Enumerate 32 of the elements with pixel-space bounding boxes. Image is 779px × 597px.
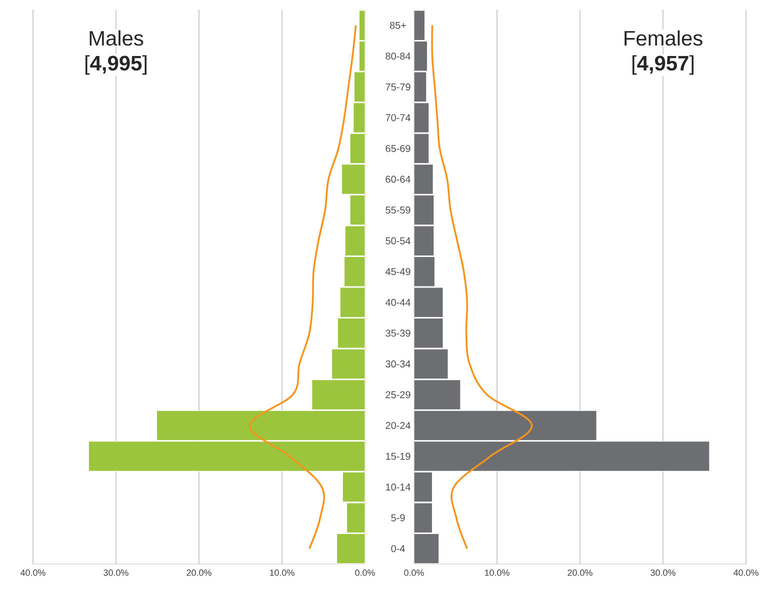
y-tick-label: 25-29 bbox=[386, 391, 410, 398]
x-tick-label: 10.0% bbox=[484, 570, 510, 576]
x-tick-label: 30.0% bbox=[650, 570, 676, 576]
y-tick-label: 75-79 bbox=[386, 83, 410, 90]
y-tick-label: 80-84 bbox=[386, 52, 410, 60]
y-tick-label: 20-24 bbox=[386, 422, 410, 430]
x-tick-label: 0.0% bbox=[355, 570, 375, 576]
y-tick-label: 85+ bbox=[390, 22, 406, 29]
x-tick-label: 40.0% bbox=[733, 570, 758, 576]
y-tick-label: 45-49 bbox=[386, 268, 410, 276]
y-tick-label: 70-74 bbox=[386, 114, 410, 122]
y-tick-label: 65-69 bbox=[386, 144, 410, 152]
y-tick-label: 55-59 bbox=[386, 206, 410, 214]
text: [4,957] bbox=[632, 55, 694, 75]
y-tick-label: 35-39 bbox=[386, 330, 410, 337]
text: [4,995] bbox=[85, 55, 147, 75]
y-tick-label: 30-34 bbox=[386, 360, 410, 368]
text: Females bbox=[624, 30, 702, 46]
x-tick-label: 30.0% bbox=[104, 570, 128, 576]
y-tick-label: 10-14 bbox=[386, 484, 410, 491]
y-tick-label: 40-44 bbox=[386, 298, 410, 306]
x-tick-label: 20.0% bbox=[186, 570, 212, 576]
y-tick-label: 60-64 bbox=[386, 176, 410, 183]
y-tick-label: 50-54 bbox=[386, 237, 410, 244]
x-tick-label: 10.0% bbox=[270, 570, 294, 576]
y-tick-label: 0-4 bbox=[391, 545, 405, 552]
text: Males bbox=[90, 30, 144, 46]
x-tick-label: 0.0% bbox=[404, 570, 424, 576]
y-tick-label: 15-19 bbox=[386, 452, 410, 460]
y-tick-label: 5-9 bbox=[391, 514, 405, 522]
x-tick-label: 20.0% bbox=[568, 570, 592, 576]
x-tick-label: 40.0% bbox=[20, 570, 46, 576]
